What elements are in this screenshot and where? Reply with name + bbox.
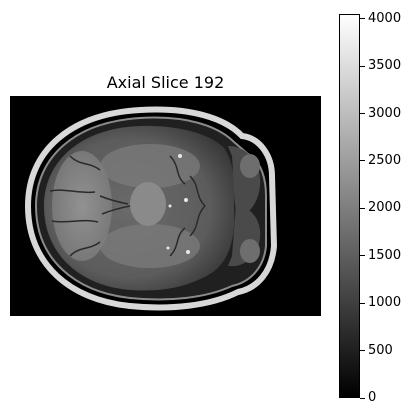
figure-title: Axial Slice 192 [106,73,225,92]
colorbar-tick-mark [360,350,365,352]
colorbar-tick-label: 3500 [368,58,402,74]
skull-outline [24,106,278,311]
colorbar-tick-label: 1500 [368,247,402,263]
colorbar-tick-mark [360,255,365,257]
colorbar-tick-label: 4000 [368,10,402,26]
colorbar-tick-label: 2000 [368,200,402,216]
colorbar-tick-mark [360,302,365,304]
colorbar-tick-mark [360,113,365,115]
mri-axial-slice-image [10,96,321,316]
colorbar-tick-label: 1000 [368,295,402,311]
colorbar-tick-label: 2500 [368,152,402,168]
colorbar-tick-mark [360,65,365,67]
colorbar-tick-mark [360,397,365,399]
colorbar [339,14,360,398]
colorbar-tick-label: 3000 [368,105,402,121]
colorbar-tick-mark [360,207,365,209]
colorbar-tick-mark [360,160,365,162]
colorbar-tick-mark [360,18,365,20]
colorbar-tick-label: 0 [368,390,377,405]
colorbar-tick-label: 500 [368,342,393,358]
